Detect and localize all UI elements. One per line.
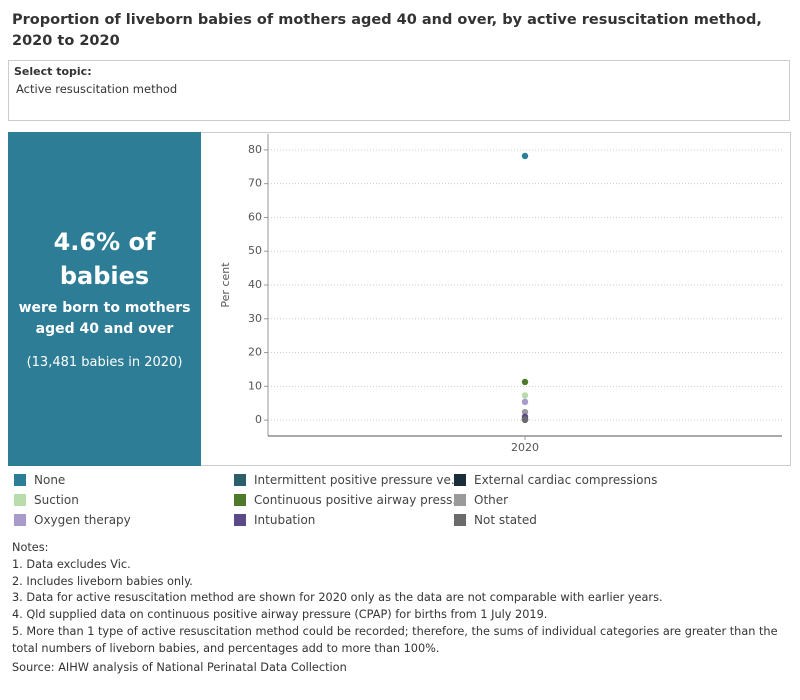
source: Source: AIHW analysis of National Perina…	[12, 661, 347, 674]
chart-frame	[201, 132, 791, 466]
y-tick-label: 40	[248, 278, 262, 291]
dot	[521, 378, 529, 386]
kpi-headline: 4.6% of	[53, 228, 156, 256]
y-tick-label: 10	[248, 379, 262, 392]
legend-swatch	[454, 474, 466, 486]
y-tick-label: 50	[248, 244, 262, 257]
dot	[521, 398, 529, 406]
legend-swatch	[14, 494, 26, 506]
kpi-headline: babies	[59, 262, 150, 290]
legend-label: Intermittent positive pressure ve..	[254, 473, 459, 487]
legend-label: Intubation	[254, 513, 316, 527]
page-title: Proportion of liveborn babies of mothers…	[12, 12, 762, 49]
legend-label: Continuous positive airway press..	[254, 493, 460, 507]
note-item: 1. Data excludes Vic.	[12, 558, 131, 571]
legend-swatch	[14, 514, 26, 526]
legend-label: None	[34, 473, 66, 487]
topic-selector[interactable]: Select topic: Active resuscitation metho…	[8, 60, 790, 121]
legend-swatch	[454, 494, 466, 506]
note-item: 4. Qld supplied data on continuous posit…	[12, 608, 548, 622]
dot	[521, 408, 529, 416]
kpi-panel: 4.6% of babies were born to mothers aged…	[8, 132, 201, 466]
legend-swatch	[234, 474, 246, 486]
x-tick-label: 2020	[511, 441, 539, 454]
y-tick-label: 0	[255, 413, 262, 426]
legend-swatch	[454, 514, 466, 526]
selector-value[interactable]: Active resuscitation method	[16, 82, 178, 96]
y-tick-label: 30	[248, 312, 262, 325]
selector-label: Select topic:	[14, 65, 92, 78]
y-tick-label: 80	[248, 143, 262, 156]
kpi-subline: were born to mothers aged 40 and over	[18, 300, 191, 337]
y-tick-label: 20	[248, 346, 262, 359]
notes-heading: Notes:	[12, 541, 49, 554]
legend-swatch	[234, 514, 246, 526]
legend-label: Oxygen therapy	[34, 513, 131, 527]
legend-swatch	[14, 474, 26, 486]
y-tick-label: 60	[248, 210, 262, 223]
legend-swatch	[234, 494, 246, 506]
note-item: 3. Data for active resuscitation method …	[12, 591, 663, 605]
y-axis-label: Per cent	[219, 262, 232, 308]
legend-label: Suction	[34, 493, 79, 507]
dot	[521, 392, 529, 399]
legend-label: Other	[474, 493, 509, 507]
chart: Per cent 0 10 20 30 40 50 60 70 80 2020	[219, 134, 782, 454]
kpi-note: (13,481 babies in 2020)	[26, 355, 183, 370]
dot	[521, 416, 529, 423]
legend-label: Not stated	[474, 513, 537, 527]
legend-label: External cardiac compressions	[474, 473, 658, 487]
note-item: 5. More than 1 type of active resuscitat…	[12, 624, 778, 655]
y-tick-label: 70	[248, 177, 262, 190]
note-item: 2. Includes liveborn babies only.	[12, 574, 193, 588]
dot	[521, 152, 529, 160]
